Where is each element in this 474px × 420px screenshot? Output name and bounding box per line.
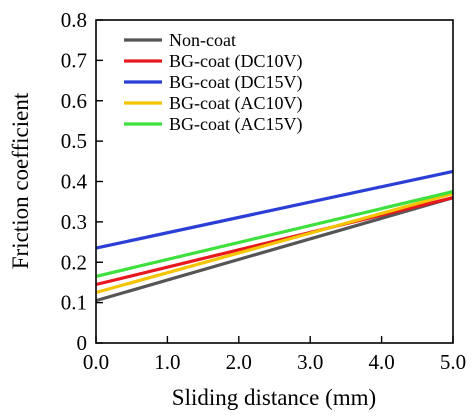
legend-label-1: BG-coat (DC10V) bbox=[169, 51, 302, 72]
x-tick-label: 4.0 bbox=[368, 350, 394, 374]
series-line-3 bbox=[95, 192, 454, 295]
series-lines bbox=[95, 169, 454, 303]
x-tick-label: 5.0 bbox=[440, 350, 466, 374]
series-line-2 bbox=[95, 169, 454, 250]
x-tick-label: 1.0 bbox=[154, 350, 180, 374]
y-tick-label: 0.5 bbox=[61, 129, 87, 153]
x-axis: 0.0 1.0 2.0 3.0 4.0 5.0 bbox=[83, 336, 466, 374]
y-tick-label: 0.4 bbox=[61, 170, 88, 194]
y-tick-label: 0.7 bbox=[61, 48, 87, 72]
x-tick-label: 0.0 bbox=[83, 350, 109, 374]
y-axis: 0 0.1 0.2 0.3 0.4 0.5 0.6 0.7 0.8 bbox=[61, 8, 103, 355]
series-line-0 bbox=[95, 196, 454, 303]
legend-label-3: BG-coat (AC10V) bbox=[169, 93, 302, 114]
x-axis-title: Sliding distance (mm) bbox=[172, 385, 376, 410]
series-line-1 bbox=[95, 196, 454, 287]
y-tick-label: 0.6 bbox=[61, 89, 87, 113]
y-tick-label: 0.8 bbox=[61, 8, 87, 32]
y-tick-label: 0.3 bbox=[61, 210, 87, 234]
y-axis-title: Friction coefficient bbox=[8, 92, 33, 269]
legend-label-2: BG-coat (DC15V) bbox=[169, 72, 302, 93]
series-line-4 bbox=[95, 190, 454, 278]
y-tick-label: 0.1 bbox=[61, 291, 87, 315]
x-tick-label: 2.0 bbox=[226, 350, 252, 374]
legend-label-0: Non-coat bbox=[169, 30, 236, 50]
y-tick-label: 0.2 bbox=[61, 250, 87, 274]
legend-label-4: BG-coat (AC15V) bbox=[169, 114, 302, 135]
x-tick-label: 3.0 bbox=[297, 350, 323, 374]
y-tick-label: 0 bbox=[77, 331, 88, 355]
